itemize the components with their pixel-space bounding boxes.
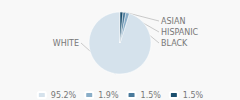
svg-text:1.5%: 1.5% <box>183 91 204 100</box>
svg-text:1.5%: 1.5% <box>141 91 162 100</box>
svg-text:BLACK: BLACK <box>161 39 188 48</box>
svg-text:WHITE: WHITE <box>53 39 79 48</box>
svg-text:HISPANIC: HISPANIC <box>161 28 199 37</box>
svg-text:1.9%: 1.9% <box>98 91 119 100</box>
svg-text:ASIAN: ASIAN <box>161 17 185 26</box>
svg-text:95.2%: 95.2% <box>51 91 77 100</box>
